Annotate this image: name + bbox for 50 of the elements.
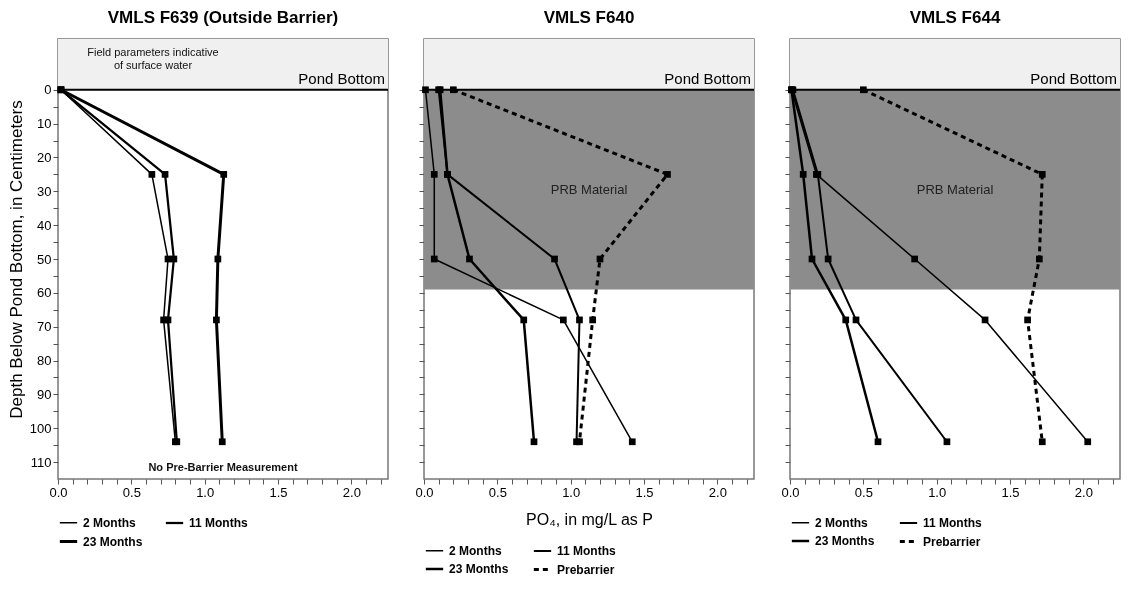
- chart-title: VMLS F640: [543, 8, 635, 27]
- y-tick-label: 100: [29, 420, 52, 436]
- x-tick-label: 0.5: [122, 484, 141, 500]
- legend-label: 11 Months: [923, 516, 982, 530]
- legend-label: 23 Months: [83, 534, 143, 549]
- y-tick-label: 20: [37, 149, 52, 165]
- x-tick-label: 1.5: [635, 484, 654, 500]
- band-label: PRB Material: [550, 181, 628, 197]
- x-tick-label: 0.5: [488, 484, 507, 500]
- x-tick-label: 1.0: [196, 484, 215, 500]
- y-tick-label: 50: [37, 251, 52, 267]
- x-tick-label: 0.0: [781, 484, 800, 500]
- y-axis-title: Depth Below Pond Bottom, in Centimeters: [6, 100, 26, 419]
- x-tick-label: 2.0: [1074, 484, 1093, 500]
- legend-label: 2 Months: [815, 515, 868, 530]
- x-tick-label: 0.0: [415, 484, 434, 500]
- annotation: Field parameters indicative of surface water: [87, 46, 219, 71]
- legend-label: 11 Months: [557, 544, 616, 558]
- annotation: No Pre-Barrier Measurement: [148, 461, 298, 473]
- y-tick-label: 40: [37, 217, 52, 233]
- legend-label: Prebarrier: [557, 562, 615, 577]
- x-tick-label: 1.5: [1001, 484, 1020, 500]
- x-tick-label: 1.0: [562, 484, 581, 500]
- y-tick-label: 110: [30, 454, 52, 470]
- y-tick-label: 30: [37, 183, 52, 199]
- x-tick-label: 0.0: [49, 484, 68, 500]
- legend-label: 2 Months: [83, 515, 136, 530]
- x-tick-label: 2.0: [708, 484, 727, 500]
- legend-label: 23 Months: [815, 534, 875, 548]
- y-tick-label: 80: [37, 353, 52, 369]
- ref-line-label: Pond Bottom: [664, 69, 751, 87]
- chart-title: VMLS F639 (Outside Barrier): [107, 8, 339, 27]
- legend-label: 23 Months: [449, 562, 509, 576]
- band-label: PRB Material: [916, 181, 994, 197]
- ref-line-label: Pond Bottom: [1030, 69, 1117, 87]
- y-tick-label: 90: [37, 386, 52, 402]
- y-tick-label: 10: [37, 116, 52, 132]
- y-tick-label: 60: [37, 285, 52, 301]
- ref-line-label: Pond Bottom: [298, 69, 385, 87]
- x-tick-label: 1.0: [928, 484, 947, 500]
- x-tick-label: 0.5: [854, 484, 873, 500]
- x-axis-title: PO₄, in mg/L as P: [526, 510, 653, 528]
- x-tick-label: 2.0: [342, 484, 361, 500]
- legend-label: 2 Months: [449, 543, 502, 558]
- legend-label: Prebarrier: [923, 534, 981, 549]
- x-tick-label: 1.5: [269, 484, 288, 500]
- y-tick-label: 70: [37, 319, 52, 335]
- y-tick-label: 0: [44, 82, 52, 98]
- legend-label: 11 Months: [189, 516, 248, 530]
- chart-title: VMLS F644: [909, 8, 1001, 27]
